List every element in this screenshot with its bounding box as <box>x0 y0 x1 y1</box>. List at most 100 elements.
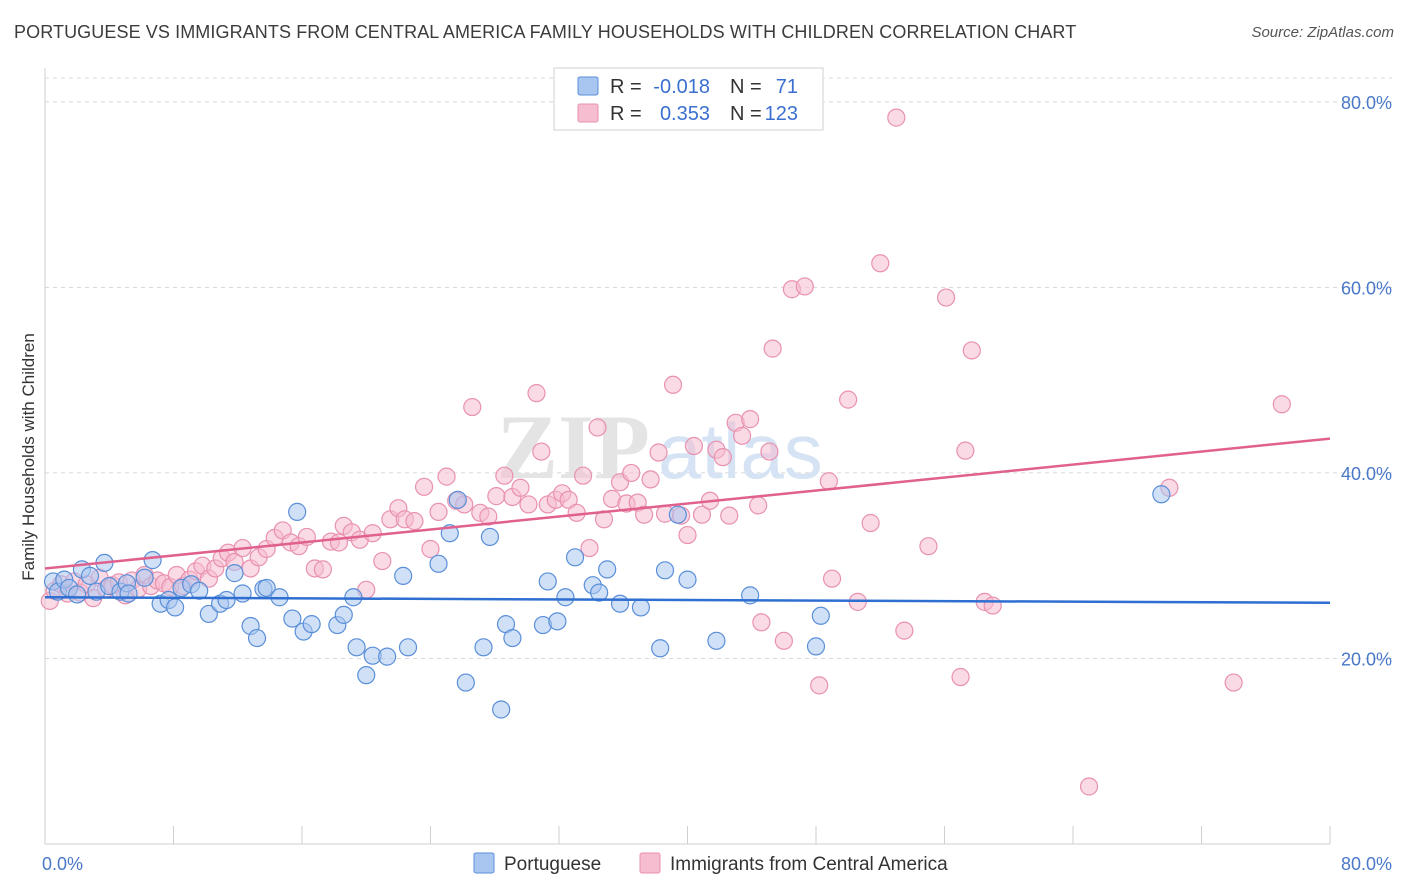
blue-point <box>538 572 557 591</box>
pink-point <box>760 442 779 461</box>
y-axis-label: Family Households with Children <box>19 333 38 581</box>
correlation-legend: R = -0.018 N = 71 R = 0.353 N = 123 <box>553 67 824 131</box>
blue-point <box>166 598 185 617</box>
pink-point <box>937 288 956 307</box>
blue-point <box>598 560 617 579</box>
pink-point <box>887 108 906 127</box>
blue-point <box>80 566 100 585</box>
y-tick-label: 60.0% <box>1341 278 1392 298</box>
pink-point <box>895 621 914 640</box>
blue-point <box>590 583 609 602</box>
legend-pink-swatch <box>577 103 599 123</box>
pink-point <box>839 390 858 409</box>
pink-point <box>733 426 752 445</box>
pink-point <box>962 341 981 360</box>
pink-series-points <box>40 108 1291 796</box>
pink-point <box>641 470 660 489</box>
pink-point <box>752 613 771 632</box>
pink-point <box>532 442 551 461</box>
blue-point <box>556 588 575 607</box>
blue-trend-line <box>44 595 1331 605</box>
blue-point <box>456 673 475 692</box>
pink-point <box>861 513 880 533</box>
blue-point <box>143 551 162 570</box>
pink-point <box>414 477 434 496</box>
blue-point <box>492 700 511 719</box>
pink-point <box>622 463 641 483</box>
y-tick-label: 20.0% <box>1341 649 1392 669</box>
pink-point <box>692 505 712 524</box>
pink-point <box>684 436 704 456</box>
blue-point <box>480 527 500 547</box>
blue-point <box>199 604 218 624</box>
legend-item-central-america-swatch <box>639 852 661 874</box>
series-legend: Portuguese Immigrants from Central Ameri… <box>473 852 948 875</box>
pink-point <box>437 467 456 486</box>
pink-point <box>720 506 739 525</box>
pink-point <box>713 448 732 467</box>
legend-blue-swatch <box>577 76 599 96</box>
blue-point <box>119 584 138 603</box>
legend-item-portuguese: Portuguese <box>504 854 601 875</box>
blue-point <box>503 628 522 648</box>
pink-point <box>495 466 514 485</box>
chart-source: Source: ZipAtlas.com <box>1251 24 1394 41</box>
pink-point <box>819 472 838 491</box>
legend-r-label-1: R = <box>610 76 642 98</box>
pink-point <box>1272 395 1291 414</box>
y-tick-labels: 20.0% 40.0% 60.0% 80.0% <box>1341 93 1392 670</box>
pink-point <box>363 524 382 543</box>
pink-point <box>559 490 578 509</box>
pink-point <box>573 466 593 485</box>
pink-point <box>463 397 482 417</box>
trend-layer <box>44 437 1331 605</box>
pink-point <box>822 569 842 588</box>
blue-series-points <box>43 485 1171 719</box>
blue-point <box>334 605 353 624</box>
blue-point <box>68 585 87 604</box>
pink-point <box>421 539 440 559</box>
pink-point <box>983 596 1002 615</box>
pink-point <box>795 277 814 296</box>
blue-point <box>288 502 307 521</box>
blue-point <box>190 581 209 600</box>
pink-point <box>649 443 668 462</box>
legend-r-label-2: R = <box>610 103 642 125</box>
legend-r-value-2: 0.353 <box>660 103 710 125</box>
blue-point <box>429 554 448 573</box>
blue-point <box>347 638 366 657</box>
blue-point <box>610 594 630 613</box>
axis-layer <box>44 68 1331 845</box>
legend-r-value-1: -0.018 <box>653 76 710 98</box>
blue-point <box>811 606 830 625</box>
legend-item-central-america: Immigrants from Central America <box>670 854 948 875</box>
pink-point <box>567 503 586 522</box>
pink-point <box>635 505 654 524</box>
pink-point <box>580 538 599 558</box>
y-tick-label: 40.0% <box>1341 464 1392 484</box>
blue-point <box>474 638 493 657</box>
pink-point <box>741 410 760 429</box>
pink-point <box>429 502 448 521</box>
legend-n-label-2: N = <box>730 103 762 125</box>
pink-point <box>1079 777 1099 796</box>
blue-point <box>448 490 467 509</box>
chart-title: PORTUGUESE VS IMMIGRANTS FROM CENTRAL AM… <box>14 22 1077 42</box>
blue-point <box>394 566 413 585</box>
pink-point <box>810 676 829 695</box>
pink-point <box>527 384 546 403</box>
legend-n-label-1: N = <box>730 76 762 98</box>
pink-point <box>588 418 607 437</box>
pink-point <box>956 441 975 460</box>
legend-n-value-2: 123 <box>765 103 798 125</box>
blue-point <box>357 666 376 685</box>
blue-point <box>631 598 651 617</box>
blue-point <box>302 615 321 634</box>
blue-point <box>233 584 252 603</box>
legend-item-portuguese-swatch <box>473 852 495 874</box>
pink-point <box>511 478 530 497</box>
pink-point <box>919 537 938 556</box>
blue-point <box>655 561 675 580</box>
pink-point <box>519 495 538 514</box>
